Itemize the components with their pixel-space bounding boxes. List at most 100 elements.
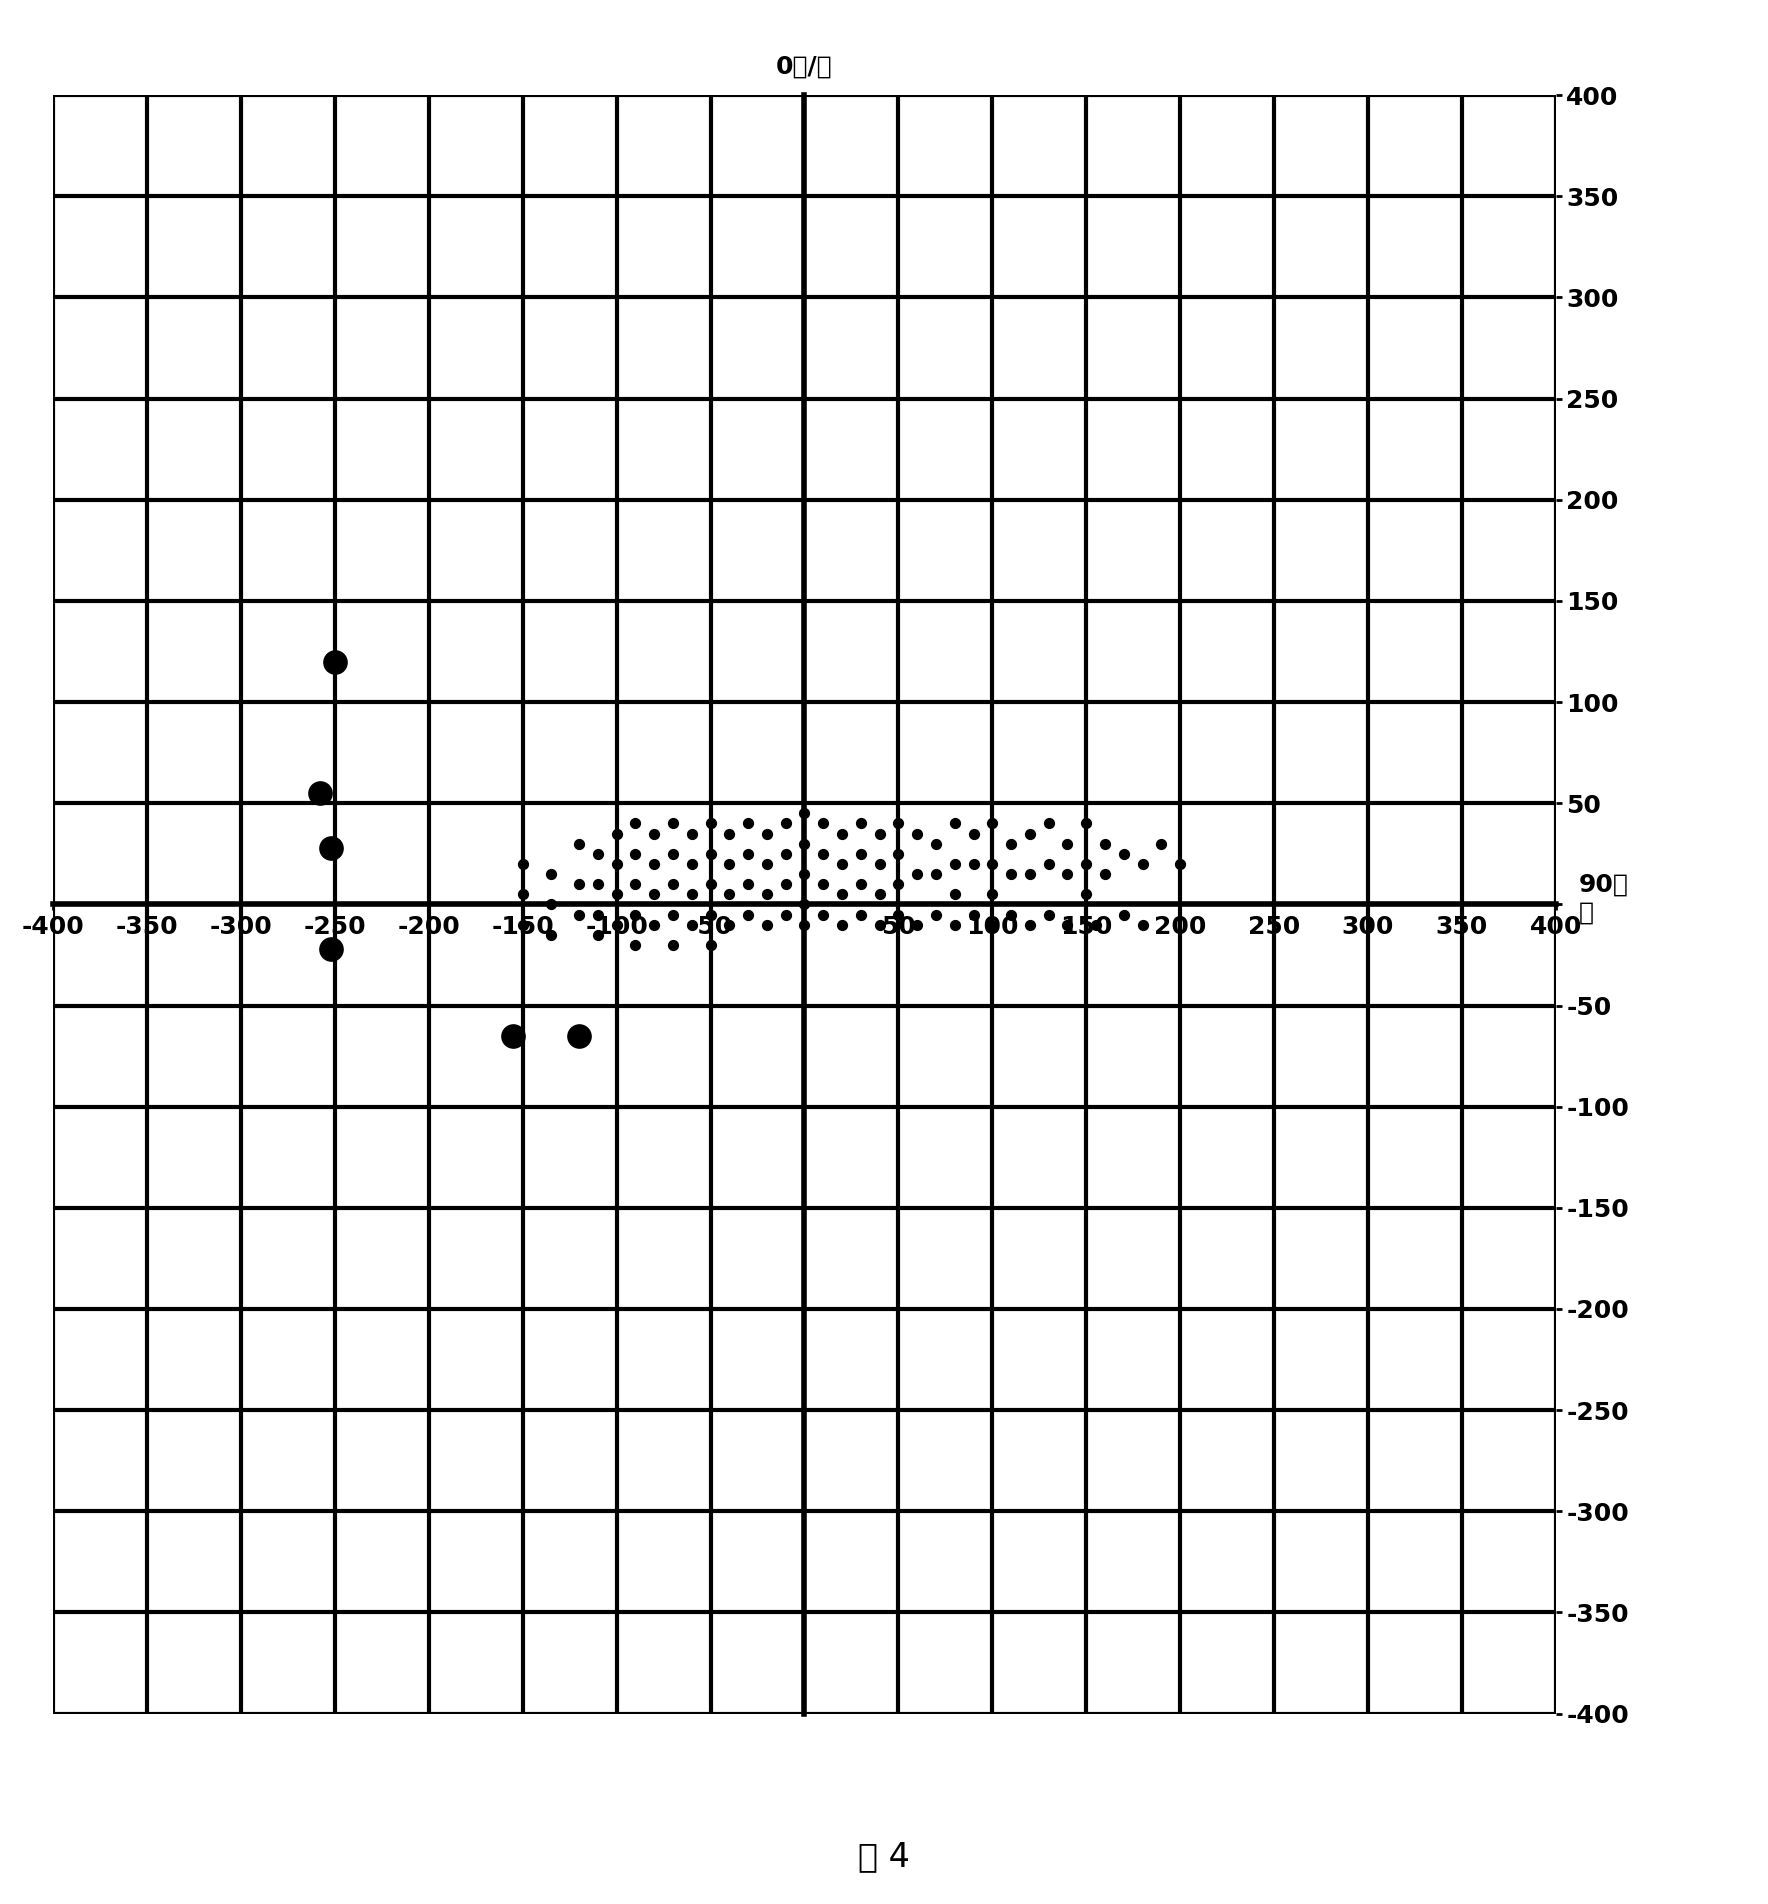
Point [566, 899, 594, 929]
Point [1147, 828, 1176, 859]
Point [316, 832, 345, 863]
Point [790, 910, 819, 941]
Point [1034, 807, 1063, 838]
Point [997, 828, 1025, 859]
Point [790, 859, 819, 889]
Point [603, 910, 631, 941]
Point [1015, 819, 1043, 849]
Point [583, 868, 612, 899]
Point [697, 807, 725, 838]
Point [537, 920, 566, 950]
Point [941, 849, 969, 880]
Point [847, 899, 875, 929]
Point [921, 828, 949, 859]
Point [1167, 849, 1195, 880]
Point [960, 849, 988, 880]
Point [847, 838, 875, 868]
Point [583, 838, 612, 868]
Point [714, 880, 744, 910]
Point [810, 838, 838, 868]
Point [621, 838, 649, 868]
Point [1054, 910, 1082, 941]
Point [903, 859, 932, 889]
Point [603, 819, 631, 849]
Point [921, 859, 949, 889]
Point [884, 838, 912, 868]
Point [499, 1021, 527, 1051]
Point [659, 899, 688, 929]
Point [734, 838, 762, 868]
Point [960, 819, 988, 849]
Point [997, 859, 1025, 889]
Point [566, 828, 594, 859]
Point [640, 849, 668, 880]
Point [621, 929, 649, 960]
Point [509, 880, 537, 910]
Point [316, 933, 345, 963]
Point [714, 819, 744, 849]
Point [1015, 910, 1043, 941]
Point [603, 849, 631, 880]
Point [847, 868, 875, 899]
Point [1071, 849, 1100, 880]
Point [827, 880, 856, 910]
Point [1054, 859, 1082, 889]
Point [978, 807, 1006, 838]
Point [810, 868, 838, 899]
Point [810, 807, 838, 838]
Point [537, 859, 566, 889]
Point [941, 807, 969, 838]
Text: 图 4: 图 4 [857, 1839, 911, 1874]
Point [714, 849, 744, 880]
Point [771, 868, 799, 899]
Point [306, 779, 334, 809]
Point [827, 910, 856, 941]
Point [697, 929, 725, 960]
Point [734, 899, 762, 929]
Point [1034, 849, 1063, 880]
Point [566, 868, 594, 899]
Point [753, 910, 781, 941]
Point [827, 819, 856, 849]
Point [790, 889, 819, 920]
Point [659, 807, 688, 838]
Point [771, 838, 799, 868]
Point [566, 1021, 594, 1051]
Point [621, 899, 649, 929]
Point [640, 819, 668, 849]
Point [753, 880, 781, 910]
Point [621, 868, 649, 899]
Point [753, 849, 781, 880]
Point [1054, 828, 1082, 859]
Point [1091, 859, 1119, 889]
Point [884, 868, 912, 899]
Point [941, 910, 969, 941]
Point [921, 899, 949, 929]
Point [677, 849, 705, 880]
Point [978, 880, 1006, 910]
Point [659, 838, 688, 868]
Point [1091, 828, 1119, 859]
Point [903, 819, 932, 849]
Point [697, 899, 725, 929]
Point [677, 880, 705, 910]
Point [640, 910, 668, 941]
Point [771, 807, 799, 838]
Point [960, 899, 988, 929]
Point [978, 849, 1006, 880]
Point [810, 899, 838, 929]
Point [866, 849, 893, 880]
Point [1034, 899, 1063, 929]
Point [583, 920, 612, 950]
Point [771, 899, 799, 929]
Point [790, 798, 819, 828]
Point [753, 819, 781, 849]
Point [603, 880, 631, 910]
Text: 90度
东: 90度 东 [1579, 872, 1628, 923]
Point [697, 868, 725, 899]
Point [697, 838, 725, 868]
Point [621, 807, 649, 838]
Point [866, 880, 893, 910]
Point [790, 828, 819, 859]
Point [509, 910, 537, 941]
